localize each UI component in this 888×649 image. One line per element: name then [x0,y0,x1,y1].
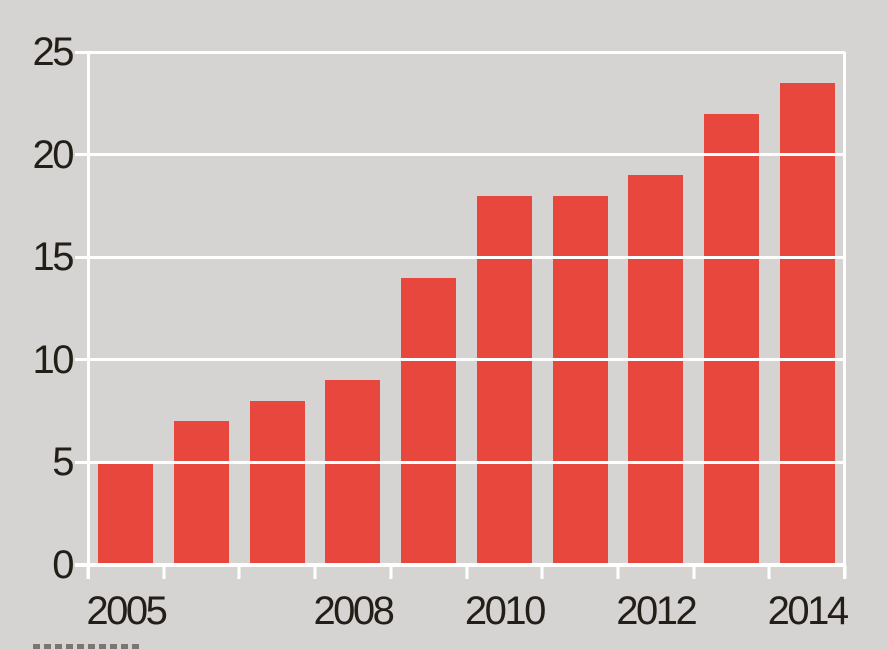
gridline-15 [75,255,845,259]
gridline-5 [75,460,845,464]
x-axis-tick [237,565,241,579]
y-axis-label-5: 5 [52,440,74,485]
y-axis-label-20: 20 [32,132,75,177]
x-axis-tick [692,565,696,579]
x-axis-tick [313,565,317,579]
y-axis-label-15: 15 [32,235,75,280]
x-axis-tick [767,565,771,579]
gridline-25 [75,50,845,54]
y-axis-label-0: 0 [52,543,74,587]
x-axis-label-2005: 2005 [86,589,167,633]
x-axis-tick [86,565,90,579]
x-axis-tick [843,565,847,579]
y-axis-line-left [87,52,90,579]
bar-2006 [174,421,230,565]
y-axis-label-25: 25 [32,30,75,74]
x-axis-label-2014: 2014 [767,589,849,633]
x-axis-tick [540,565,544,579]
y-axis-label-10: 10 [32,337,75,382]
bar-2010 [476,195,532,565]
x-axis-label-2012: 2012 [616,589,697,633]
bar-2013 [703,113,759,565]
x-axis-label-2010: 2010 [464,589,546,633]
bar-2005 [98,462,154,565]
x-axis-tick [616,565,620,579]
gridline-10 [75,358,845,362]
bar-2008 [325,380,381,565]
bar-2014 [779,82,835,565]
bar-2007 [249,400,305,565]
bar-2011 [552,195,608,565]
x-axis-label-2008: 2008 [313,589,394,633]
bar-2009 [401,277,457,565]
x-axis-tick [389,565,393,579]
x-axis-tick [465,565,468,579]
bar-2012 [628,175,684,565]
cropped-caption-sliver [33,644,143,649]
plot-area [75,50,847,579]
gridline-20 [75,153,845,157]
x-axis-tick [162,565,166,579]
x-axis-baseline [75,563,845,567]
y-axis-line-right [843,52,846,579]
